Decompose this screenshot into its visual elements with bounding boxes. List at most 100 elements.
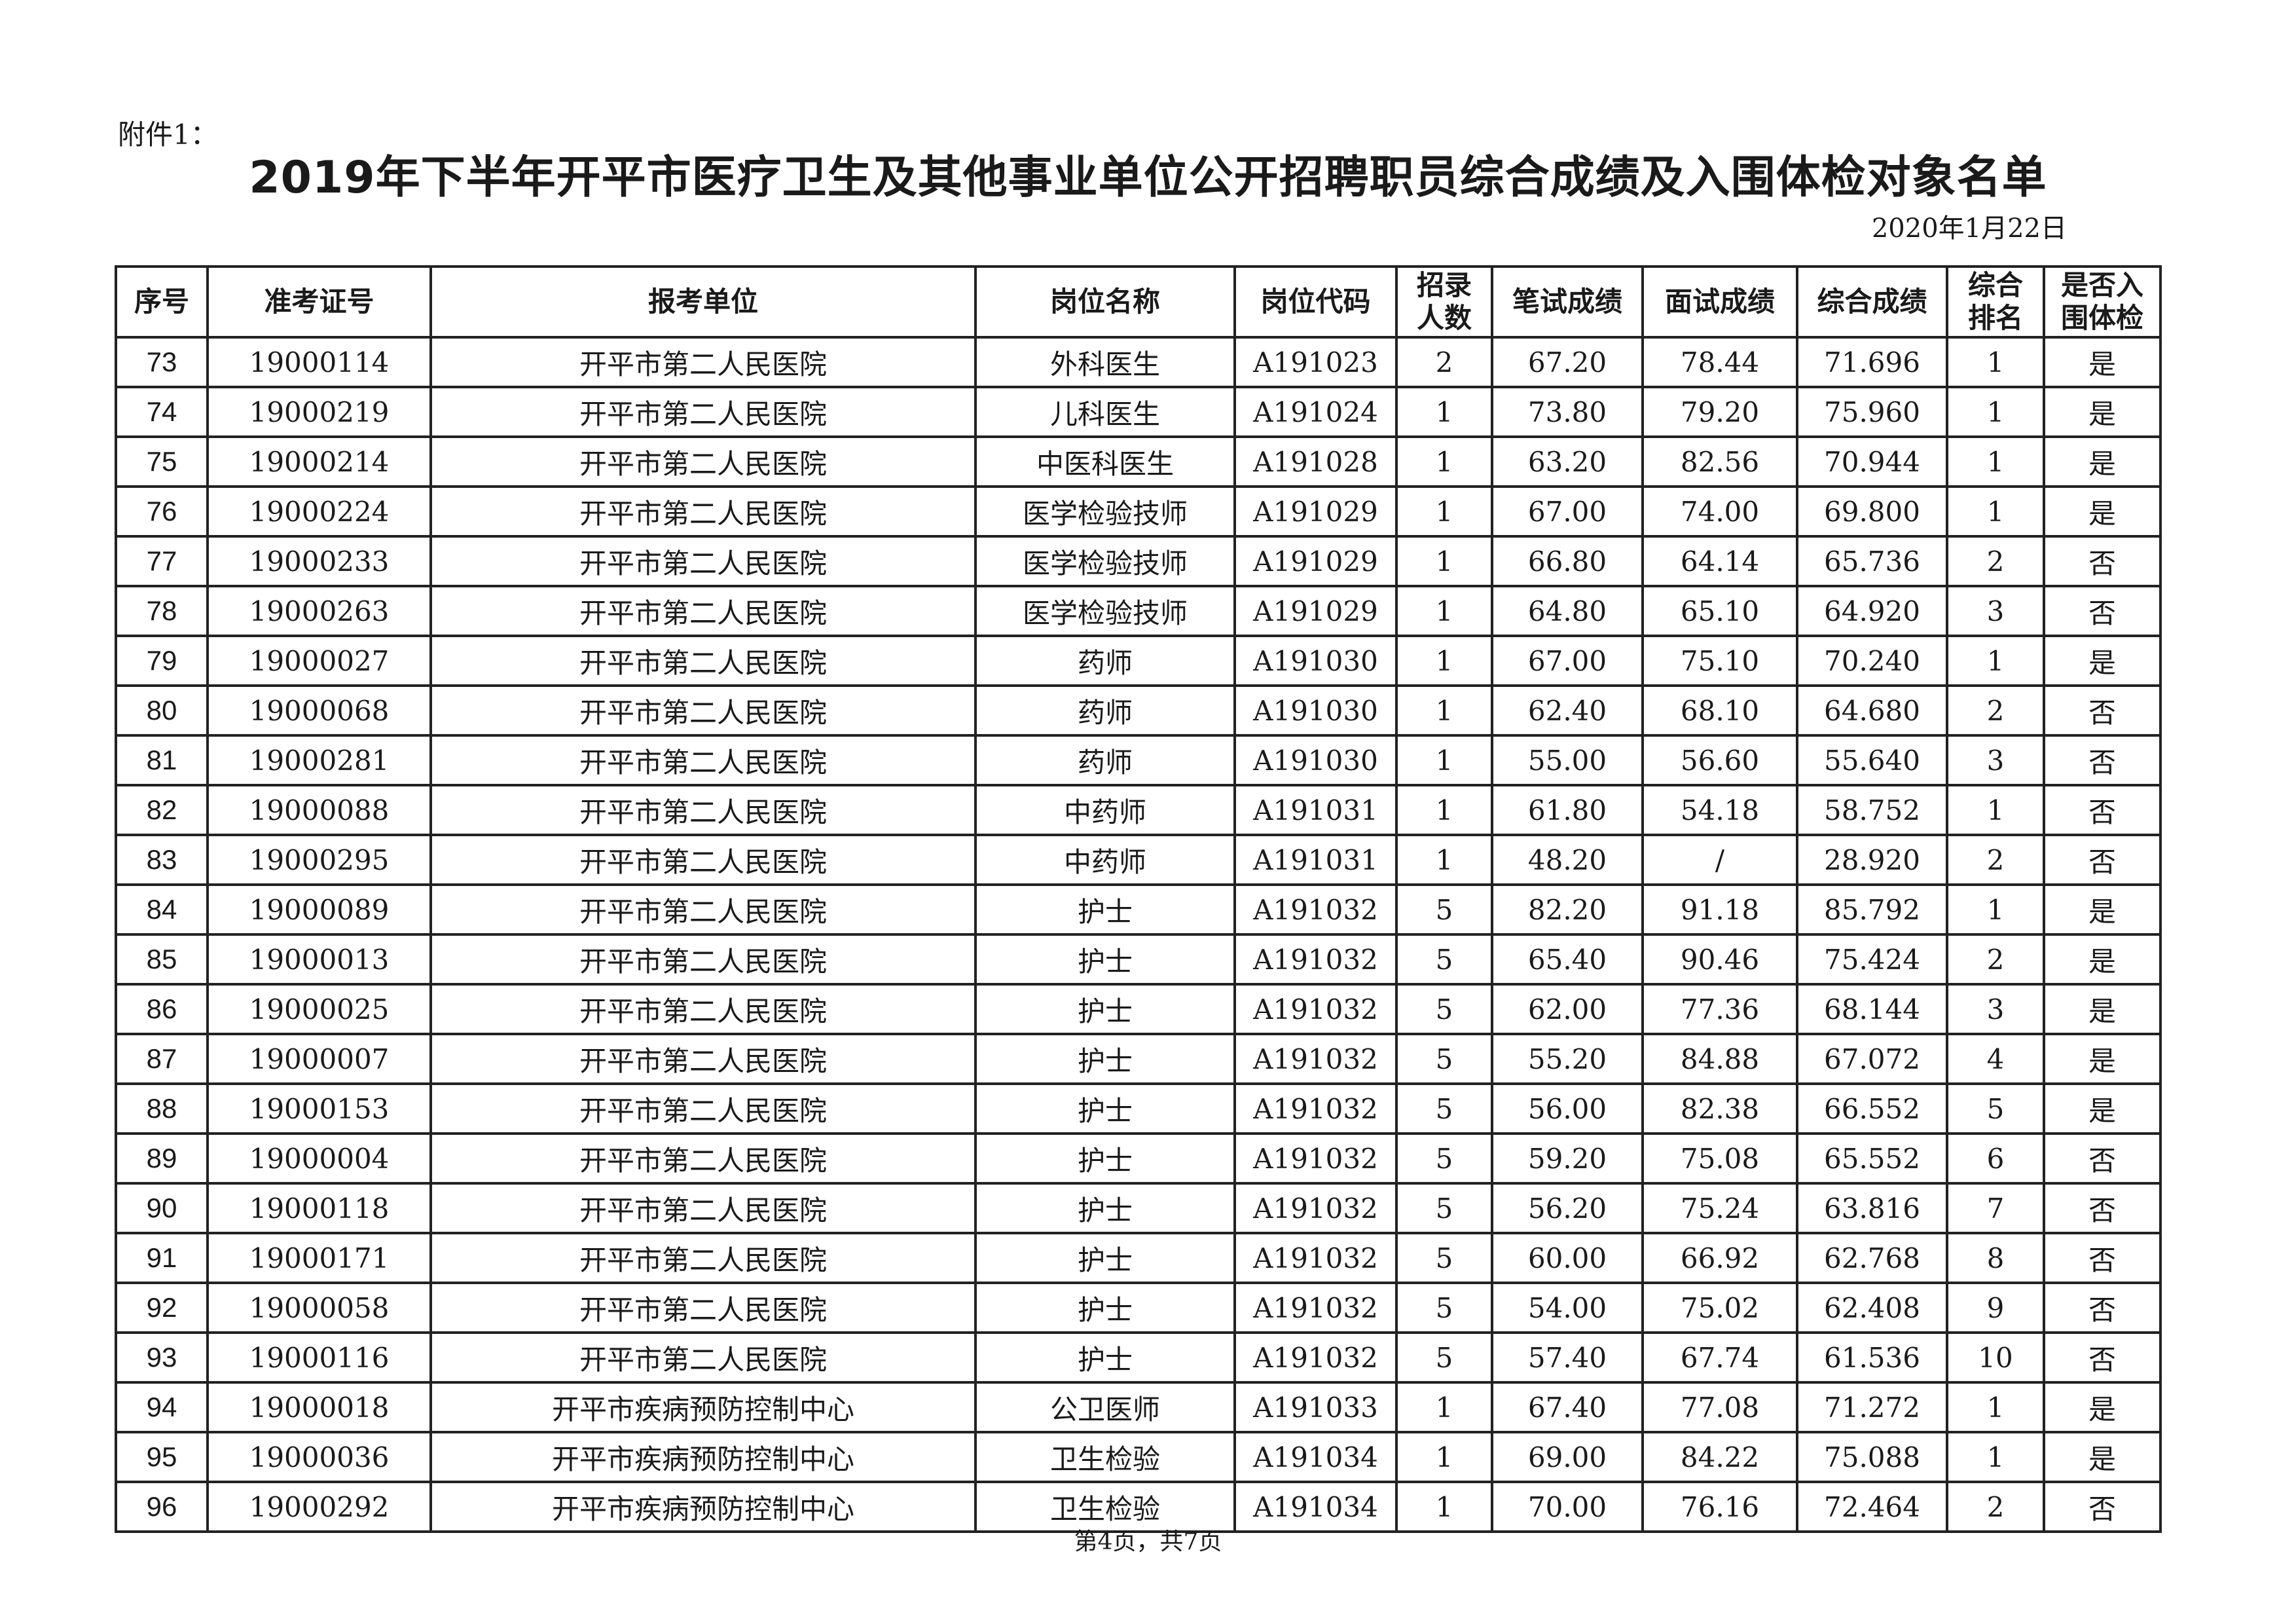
cell-exam-id: 19000171 <box>206 1232 432 1284</box>
cell-position: 护士 <box>974 983 1236 1035</box>
cell-position-code: A191030 <box>1233 635 1398 687</box>
table-row: 91 19000171 开平市第二人民医院 护士 A191032 5 60.00 66.92 6… <box>115 1232 2162 1284</box>
cell-medical-check: 否 <box>2043 1132 2162 1185</box>
cell-interview-score: 76.16 <box>1641 1481 1798 1533</box>
cell-position-code: A191032 <box>1233 883 1398 936</box>
header-medical-check: 是否入 围体检 <box>2043 265 2162 339</box>
table-row: 92 19000058 开平市第二人民医院 护士 A191032 5 54.00 75.02 6… <box>115 1282 2162 1334</box>
cell-position-code: A191032 <box>1233 1082 1398 1135</box>
cell-position: 卫生检验 <box>974 1431 1236 1483</box>
cell-total-score: 70.944 <box>1796 435 1948 488</box>
cell-rank: 1 <box>1946 883 2045 936</box>
cell-quota: 1 <box>1395 784 1493 836</box>
cell-seq: 91 <box>115 1232 209 1284</box>
cell-rank: 9 <box>1946 1282 2045 1334</box>
cell-unit: 开平市第二人民医院 <box>429 1282 977 1334</box>
cell-quota: 5 <box>1395 1182 1493 1234</box>
header-written-score: 笔试成绩 <box>1491 265 1644 339</box>
cell-position-code: A191029 <box>1233 535 1398 587</box>
cell-medical-check: 是 <box>2043 485 2162 538</box>
table-row: 88 19000153 开平市第二人民医院 护士 A191032 5 56.00 82.38 6… <box>115 1082 2162 1135</box>
cell-rank: 10 <box>1946 1331 2045 1384</box>
cell-medical-check: 否 <box>2043 684 2162 737</box>
cell-written-score: 67.40 <box>1491 1381 1644 1433</box>
cell-seq: 79 <box>115 635 209 687</box>
cell-exam-id: 19000027 <box>206 635 432 687</box>
cell-interview-score: 75.02 <box>1641 1282 1798 1334</box>
cell-rank: 2 <box>1946 933 2045 986</box>
cell-quota: 1 <box>1395 684 1493 737</box>
cell-position: 护士 <box>974 1132 1236 1185</box>
cell-written-score: 56.00 <box>1491 1082 1644 1135</box>
cell-medical-check: 是 <box>2043 983 2162 1035</box>
cell-seq: 82 <box>115 784 209 836</box>
cell-seq: 94 <box>115 1381 209 1433</box>
cell-quota: 1 <box>1395 485 1493 538</box>
table-row: 78 19000263 开平市第二人民医院 医学检验技师 A191029 1 64.80 65… <box>115 585 2162 637</box>
cell-exam-id: 19000018 <box>206 1381 432 1433</box>
cell-total-score: 70.240 <box>1796 635 1948 687</box>
cell-interview-score: 65.10 <box>1641 585 1798 637</box>
cell-exam-id: 19000118 <box>206 1182 432 1234</box>
cell-total-score: 62.768 <box>1796 1232 1948 1284</box>
cell-written-score: 63.20 <box>1491 435 1644 488</box>
cell-seq: 86 <box>115 983 209 1035</box>
cell-unit: 开平市第二人民医院 <box>429 734 977 786</box>
cell-unit: 开平市第二人民医院 <box>429 435 977 488</box>
table-row: 74 19000219 开平市第二人民医院 儿科医生 A191024 1 73.80 79.2… <box>115 386 2162 438</box>
results-table: 序号 准考证号 报考单位 岗位名称 岗位代码 招录 人数 笔试成绩 面试成绩 综合成绩 综合 排名… <box>115 265 2162 1533</box>
cell-position: 公卫医师 <box>974 1381 1236 1433</box>
cell-written-score: 62.00 <box>1491 983 1644 1035</box>
cell-interview-score: 78.44 <box>1641 336 1798 388</box>
cell-total-score: 63.816 <box>1796 1182 1948 1234</box>
cell-position-code: A191032 <box>1233 983 1398 1035</box>
cell-written-score: 69.00 <box>1491 1431 1644 1483</box>
cell-total-score: 68.144 <box>1796 983 1948 1035</box>
cell-position-code: A191030 <box>1233 684 1398 737</box>
cell-rank: 1 <box>1946 485 2045 538</box>
cell-rank: 1 <box>1946 386 2045 438</box>
cell-unit: 开平市第二人民医院 <box>429 485 977 538</box>
cell-seq: 96 <box>115 1481 209 1533</box>
cell-total-score: 65.552 <box>1796 1132 1948 1185</box>
table-row: 80 19000068 开平市第二人民医院 药师 A191030 1 62.40 68.10 6… <box>115 684 2162 737</box>
cell-medical-check: 否 <box>2043 1232 2162 1284</box>
cell-seq: 95 <box>115 1431 209 1483</box>
cell-medical-check: 否 <box>2043 734 2162 786</box>
cell-total-score: 55.640 <box>1796 734 1948 786</box>
table-row: 95 19000036 开平市疾病预防控制中心 卫生检验 A191034 1 69.00 84… <box>115 1431 2162 1483</box>
table-row: 89 19000004 开平市第二人民医院 护士 A191032 5 59.20 75.08 6… <box>115 1132 2162 1185</box>
cell-written-score: 65.40 <box>1491 933 1644 986</box>
cell-position-code: A191032 <box>1233 1331 1398 1384</box>
cell-unit: 开平市疾病预防控制中心 <box>429 1431 977 1483</box>
table-row: 79 19000027 开平市第二人民医院 药师 A191030 1 67.00 75.10 7… <box>115 635 2162 687</box>
cell-interview-score: 82.38 <box>1641 1082 1798 1135</box>
table-row: 85 19000013 开平市第二人民医院 护士 A191032 5 65.40 90.46 7… <box>115 933 2162 986</box>
cell-quota: 5 <box>1395 883 1493 936</box>
cell-exam-id: 19000058 <box>206 1282 432 1334</box>
cell-position-code: A191029 <box>1233 585 1398 637</box>
cell-total-score: 28.920 <box>1796 834 1948 886</box>
cell-unit: 开平市第二人民医院 <box>429 585 977 637</box>
cell-seq: 92 <box>115 1282 209 1334</box>
cell-position: 医学检验技师 <box>974 535 1236 587</box>
cell-position: 中药师 <box>974 834 1236 886</box>
cell-interview-score: 84.22 <box>1641 1431 1798 1483</box>
cell-quota: 1 <box>1395 535 1493 587</box>
cell-unit: 开平市第二人民医院 <box>429 1182 977 1234</box>
cell-position: 儿科医生 <box>974 386 1236 438</box>
cell-seq: 74 <box>115 386 209 438</box>
cell-interview-score: 82.56 <box>1641 435 1798 488</box>
cell-rank: 3 <box>1946 585 2045 637</box>
cell-seq: 78 <box>115 585 209 637</box>
cell-unit: 开平市第二人民医院 <box>429 933 977 986</box>
cell-unit: 开平市第二人民医院 <box>429 1033 977 1085</box>
cell-total-score: 75.960 <box>1796 386 1948 438</box>
cell-rank: 3 <box>1946 983 2045 1035</box>
cell-interview-score: 67.74 <box>1641 1331 1798 1384</box>
cell-medical-check: 是 <box>2043 1033 2162 1085</box>
cell-written-score: 67.20 <box>1491 336 1644 388</box>
table-row: 76 19000224 开平市第二人民医院 医学检验技师 A191029 1 67.00 74… <box>115 485 2162 538</box>
cell-unit: 开平市第二人民医院 <box>429 1132 977 1185</box>
cell-total-score: 64.680 <box>1796 684 1948 737</box>
